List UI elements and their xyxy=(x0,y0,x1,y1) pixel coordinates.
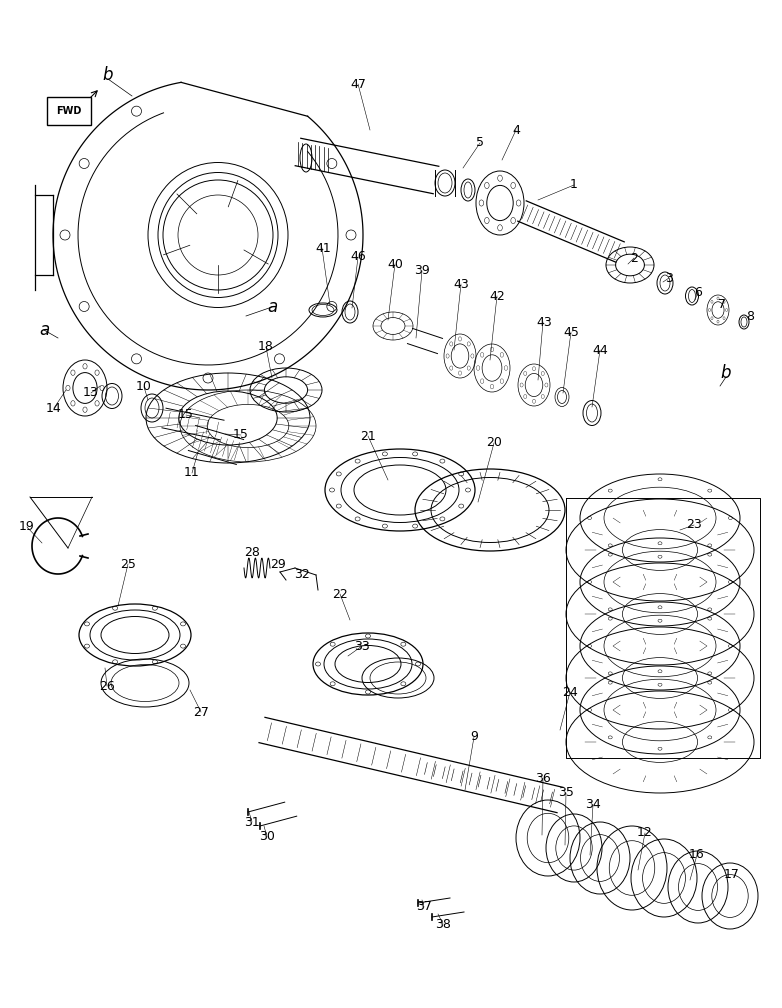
Text: 42: 42 xyxy=(489,289,505,302)
Text: 15: 15 xyxy=(233,428,249,442)
Text: 26: 26 xyxy=(99,679,115,692)
Text: 41: 41 xyxy=(315,242,331,254)
Text: 24: 24 xyxy=(562,685,578,699)
Text: 6: 6 xyxy=(694,285,702,298)
Text: 17: 17 xyxy=(724,868,740,881)
Text: 23: 23 xyxy=(686,518,702,531)
Text: 32: 32 xyxy=(294,568,310,581)
Text: b: b xyxy=(721,364,731,382)
Text: 5: 5 xyxy=(476,136,484,149)
Text: 27: 27 xyxy=(193,706,209,719)
Text: 18: 18 xyxy=(258,341,274,354)
Text: 13: 13 xyxy=(83,386,99,399)
Text: FWD: FWD xyxy=(56,106,81,116)
Text: 28: 28 xyxy=(244,545,260,558)
Text: 19: 19 xyxy=(19,520,35,533)
Text: 15: 15 xyxy=(178,408,194,421)
Text: 21: 21 xyxy=(361,429,376,443)
Text: 47: 47 xyxy=(350,78,366,91)
Text: 38: 38 xyxy=(435,917,451,930)
Text: 44: 44 xyxy=(592,344,608,357)
Text: 37: 37 xyxy=(416,900,432,913)
Text: 20: 20 xyxy=(486,436,502,450)
Text: 7: 7 xyxy=(718,298,726,311)
Text: b: b xyxy=(102,66,113,84)
Text: 34: 34 xyxy=(585,798,601,811)
Text: 43: 43 xyxy=(536,316,552,329)
Text: 12: 12 xyxy=(637,827,653,840)
Text: 25: 25 xyxy=(120,557,136,571)
Text: 22: 22 xyxy=(332,588,348,601)
Text: 40: 40 xyxy=(387,257,403,270)
Text: 3: 3 xyxy=(665,271,673,284)
Text: 45: 45 xyxy=(563,326,579,339)
Text: a: a xyxy=(267,298,277,316)
FancyBboxPatch shape xyxy=(47,97,91,125)
Text: 46: 46 xyxy=(350,251,366,263)
Text: 2: 2 xyxy=(630,252,638,264)
Text: 14: 14 xyxy=(46,401,62,414)
Text: 9: 9 xyxy=(470,731,478,744)
Text: 31: 31 xyxy=(244,815,260,829)
Text: 1: 1 xyxy=(570,178,578,192)
Text: 11: 11 xyxy=(184,467,200,480)
Text: 10: 10 xyxy=(136,380,152,393)
Text: 35: 35 xyxy=(558,786,574,799)
Text: 4: 4 xyxy=(512,124,520,136)
Text: 39: 39 xyxy=(414,264,430,277)
Text: 8: 8 xyxy=(746,310,754,324)
Text: 36: 36 xyxy=(535,771,551,784)
Text: 29: 29 xyxy=(270,558,286,572)
Text: 30: 30 xyxy=(259,831,275,844)
Text: 16: 16 xyxy=(689,849,705,862)
Text: 33: 33 xyxy=(354,639,370,652)
Text: 43: 43 xyxy=(453,277,469,290)
Text: FWD: FWD xyxy=(56,107,81,117)
Text: a: a xyxy=(39,321,49,339)
